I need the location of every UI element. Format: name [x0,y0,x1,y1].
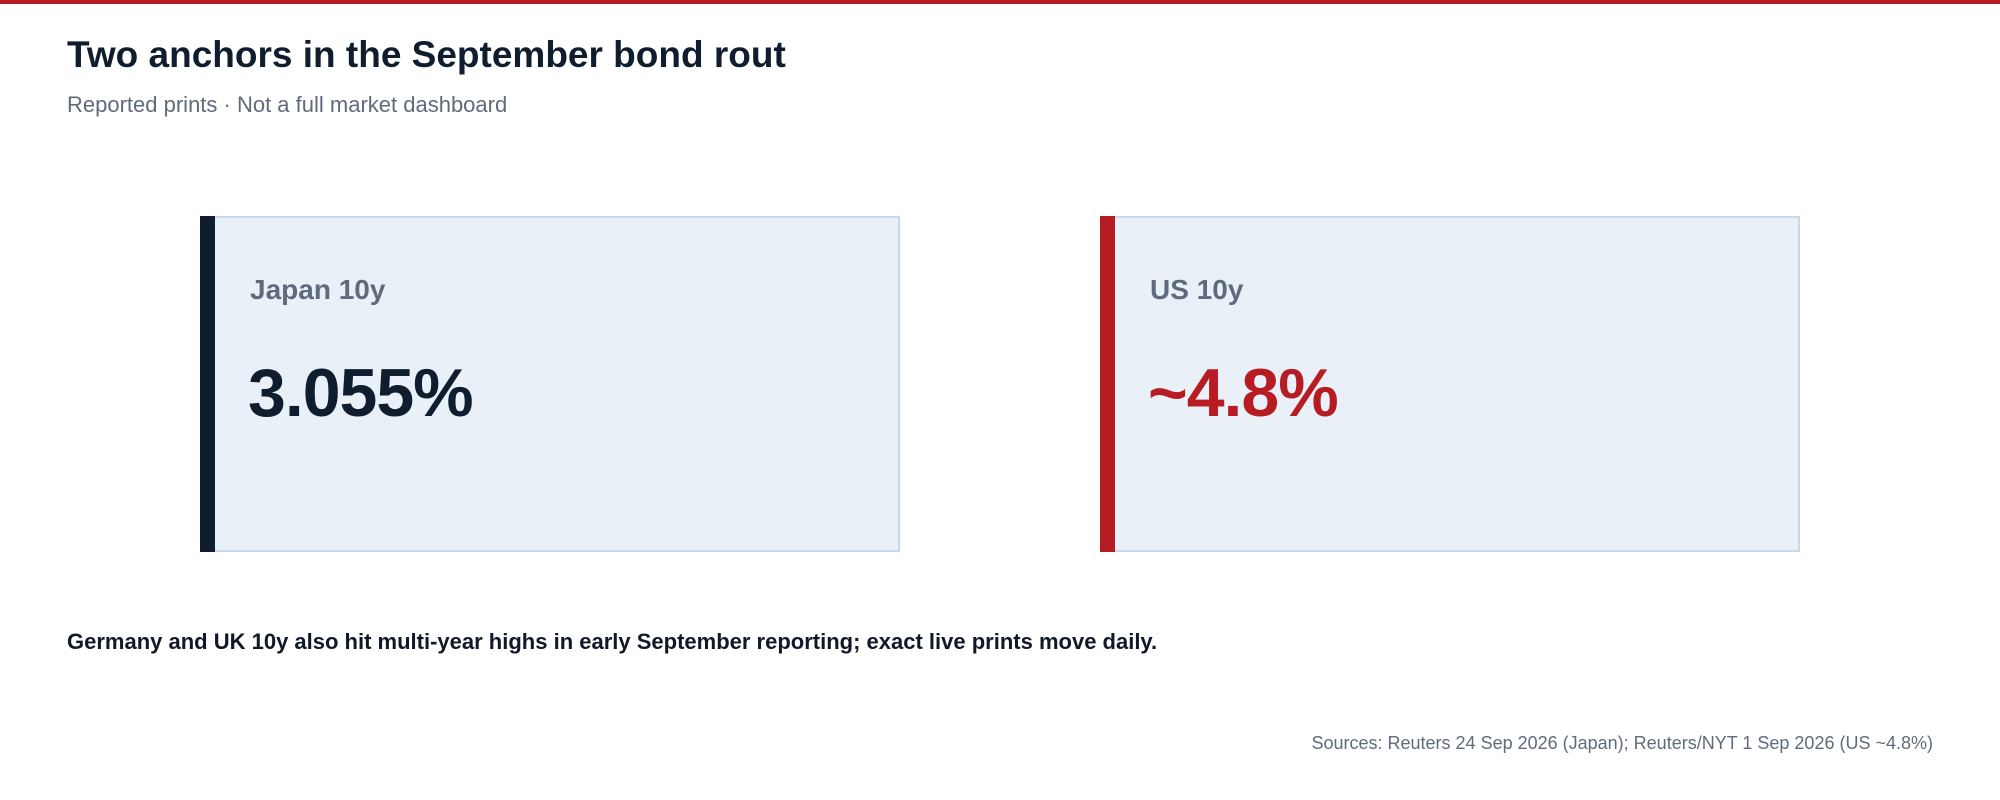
chart-subtitle: Reported prints · Not a full market dash… [67,92,508,117]
top-accent-bar [0,0,2000,4]
card-japan-accent-bar [200,216,215,552]
card-japan-10y: Japan 10y 3.055% [200,216,900,552]
footnote: Germany and UK 10y also hit multi-year h… [67,629,1158,654]
card-us-accent-bar [1100,216,1115,552]
card-japan-value: 3.055% [248,355,474,431]
card-us-10y: US 10y ~4.8% [1100,216,1800,552]
card-us-value: ~4.8% [1148,355,1339,431]
sources-note: Sources: Reuters 24 Sep 2026 (Japan); Re… [1311,733,1933,753]
card-us-label: US 10y [1150,274,1244,305]
chart-title: Two anchors in the September bond rout [67,34,786,75]
card-japan-label: Japan 10y [250,274,386,305]
